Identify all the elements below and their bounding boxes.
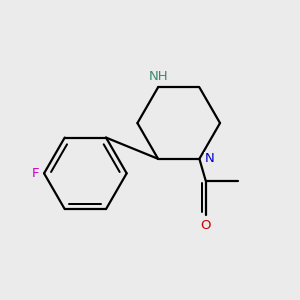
Text: F: F — [32, 167, 39, 180]
Text: NH: NH — [148, 70, 168, 83]
Text: O: O — [200, 219, 211, 232]
Text: N: N — [204, 152, 214, 165]
